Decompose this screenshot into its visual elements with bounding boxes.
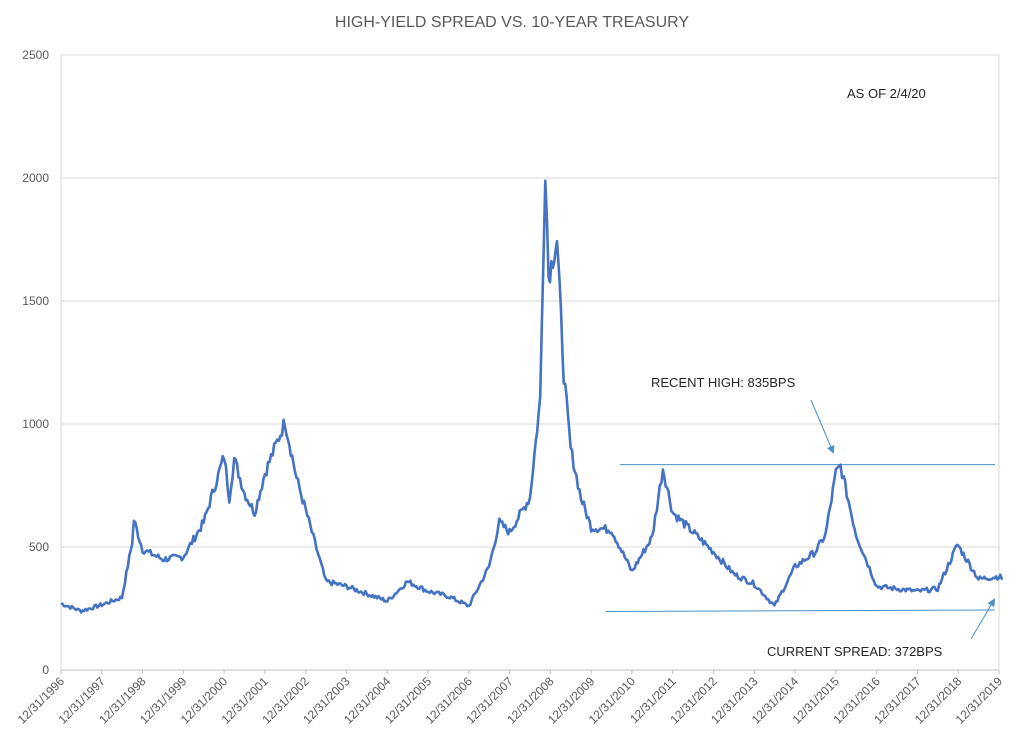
low-spread-line xyxy=(605,609,996,612)
recent-high-label: RECENT HIGH: 835BPS xyxy=(651,375,796,390)
y-tick-label: 1000 xyxy=(22,417,49,431)
y-tick-label: 0 xyxy=(42,663,49,677)
y-tick-label: 2500 xyxy=(22,48,49,62)
series-group xyxy=(60,179,1003,614)
y-tick-label: 2000 xyxy=(22,171,49,185)
plot-area-frame xyxy=(60,54,1000,671)
reference-lines xyxy=(605,464,996,612)
as-of-label: AS OF 2/4/20 xyxy=(847,86,926,101)
y-axis: 0 500 1000 1500 2000 2500 xyxy=(22,48,49,677)
current-spread-label: CURRENT SPREAD: 372BPS xyxy=(767,644,943,659)
y-tick-label: 1500 xyxy=(22,294,49,308)
x-axis: 12/31/199612/31/199712/31/199812/31/1999… xyxy=(15,669,1005,727)
current-spread-arrow xyxy=(970,598,996,640)
spread-series-line xyxy=(60,179,1003,614)
y-tick-label: 500 xyxy=(29,540,49,554)
grid-lines xyxy=(60,54,1000,671)
annotations: AS OF 2/4/20 RECENT HIGH: 835BPS CURRENT… xyxy=(651,86,996,659)
chart-title: HIGH-YIELD SPREAD VS. 10-YEAR TREASURY xyxy=(335,14,690,31)
recent-high-arrow xyxy=(810,399,835,454)
